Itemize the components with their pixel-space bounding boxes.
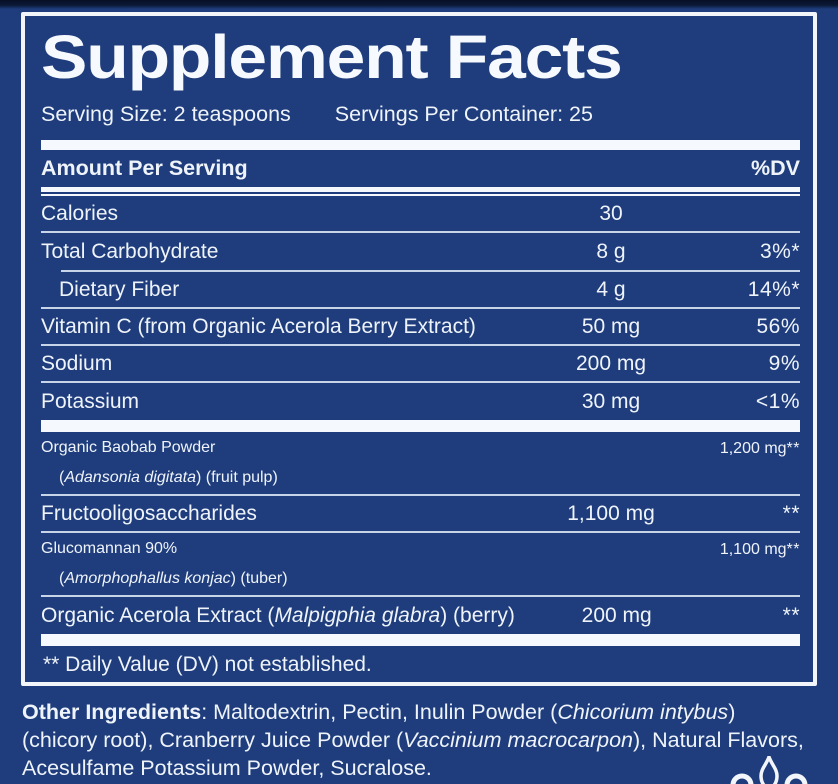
divider-double-rule [41,187,800,196]
nutrient-name: Fructooligosaccharides [41,501,257,525]
nutrient-dv: ** [782,603,800,627]
daily-value-footnote: ** Daily Value (DV) not established. [43,653,372,676]
nutrient-name: Calories [41,201,119,225]
latin-name: Malpigphia glabra [274,603,441,627]
nutrient-row-glucomannan: Glucomannan 90% (Amorphophallus konjac) … [41,533,800,597]
latin-name: Vaccinium macrocarpon [403,728,633,752]
facts-panel: Supplement Facts Serving Size: 2 teaspoo… [21,12,817,686]
serving-size: Serving Size: 2 teaspoons [41,102,291,126]
nutrient-row-potassium: Potassium 30 mg <1% [41,383,800,420]
nutrient-amount: 8 g [596,239,626,263]
latin-name: Chicorium intybus [557,700,729,724]
divider-thick-bottom [41,634,800,646]
divider-thick-middle [41,420,800,432]
latin-name: Amorphophallus konjac [64,570,231,587]
brand-logo-partial-icon [730,756,808,784]
nutrient-name: Glucomannan 90% (Amorphophallus konjac) … [41,540,288,587]
divider-indented [61,270,800,272]
divider-thick-top [41,140,800,150]
nutrient-name: Sodium [41,351,113,375]
nutrient-dv: 14%* [747,277,800,301]
nutrient-amount: 50 mg [581,314,641,338]
nutrient-row-fructooligosaccharides: Fructooligosaccharides 1,100 mg ** [41,496,800,533]
nutrient-row-total-carbohydrate: Total Carbohydrate 8 g 3%* [41,233,800,270]
nutrient-dv: ** [786,541,800,558]
nutrient-amount: 4 g [596,277,626,301]
top-dark-strip [0,0,838,9]
nutrient-dv: <1% [755,389,800,413]
nutrient-dv: ** [786,440,800,457]
nutrient-row-acerola-extract: Organic Acerola Extract (Malpigphia glab… [41,597,800,634]
nutrient-dv: 3%* [759,239,800,263]
nutrient-dv: 56% [756,314,800,338]
table-header: Amount Per Serving %DV [41,150,800,187]
other-ingredients-heading: Other Ingredients [22,700,202,724]
nutrient-amount: 1,200 mg [719,440,787,457]
nutrient-amount: 200 mg [575,351,647,375]
nutrient-name: Vitamin C (from Organic Acerola Berry Ex… [41,314,476,338]
nutrient-amount: 1,100 mg [719,541,787,558]
nutrient-row-dietary-fiber: Dietary Fiber 4 g 14%* [41,272,800,309]
panel-title: Supplement Facts [41,23,623,91]
nutrient-name: Potassium [41,389,140,413]
nutrient-row-vitamin-c: Vitamin C (from Organic Acerola Berry Ex… [41,309,800,346]
nutrient-row-sodium: Sodium 200 mg 9% [41,346,800,383]
nutrient-row-calories: Calories 30 [41,196,800,233]
nutrient-amount: 30 [599,201,623,225]
nutrient-dv: 9% [768,351,800,375]
latin-name: Adansonia digitata [64,469,196,486]
servings-per-container: Servings Per Container: 25 [334,102,593,126]
nutrient-name: Organic Baobab Powder (Adansonia digitat… [41,439,278,486]
nutrient-amount: 30 mg [581,389,641,413]
column-header-dv: %DV [751,156,800,180]
nutrient-dv: ** [782,501,800,525]
nutrient-amount: 200 mg [581,603,652,627]
nutrient-row-baobab: Organic Baobab Powder (Adansonia digitat… [41,432,800,496]
nutrient-amount: 1,100 mg [567,501,655,525]
nutrient-name: Total Carbohydrate [41,239,219,263]
nutrient-name: Organic Acerola Extract (Malpigphia glab… [41,603,515,627]
column-header-amount-per-serving: Amount Per Serving [41,156,248,180]
other-ingredients: Other Ingredients: Maltodextrin, Pectin,… [22,700,804,780]
serving-info: Serving Size: 2 teaspoons Servings Per C… [41,102,800,127]
nutrient-name: Dietary Fiber [59,277,180,301]
